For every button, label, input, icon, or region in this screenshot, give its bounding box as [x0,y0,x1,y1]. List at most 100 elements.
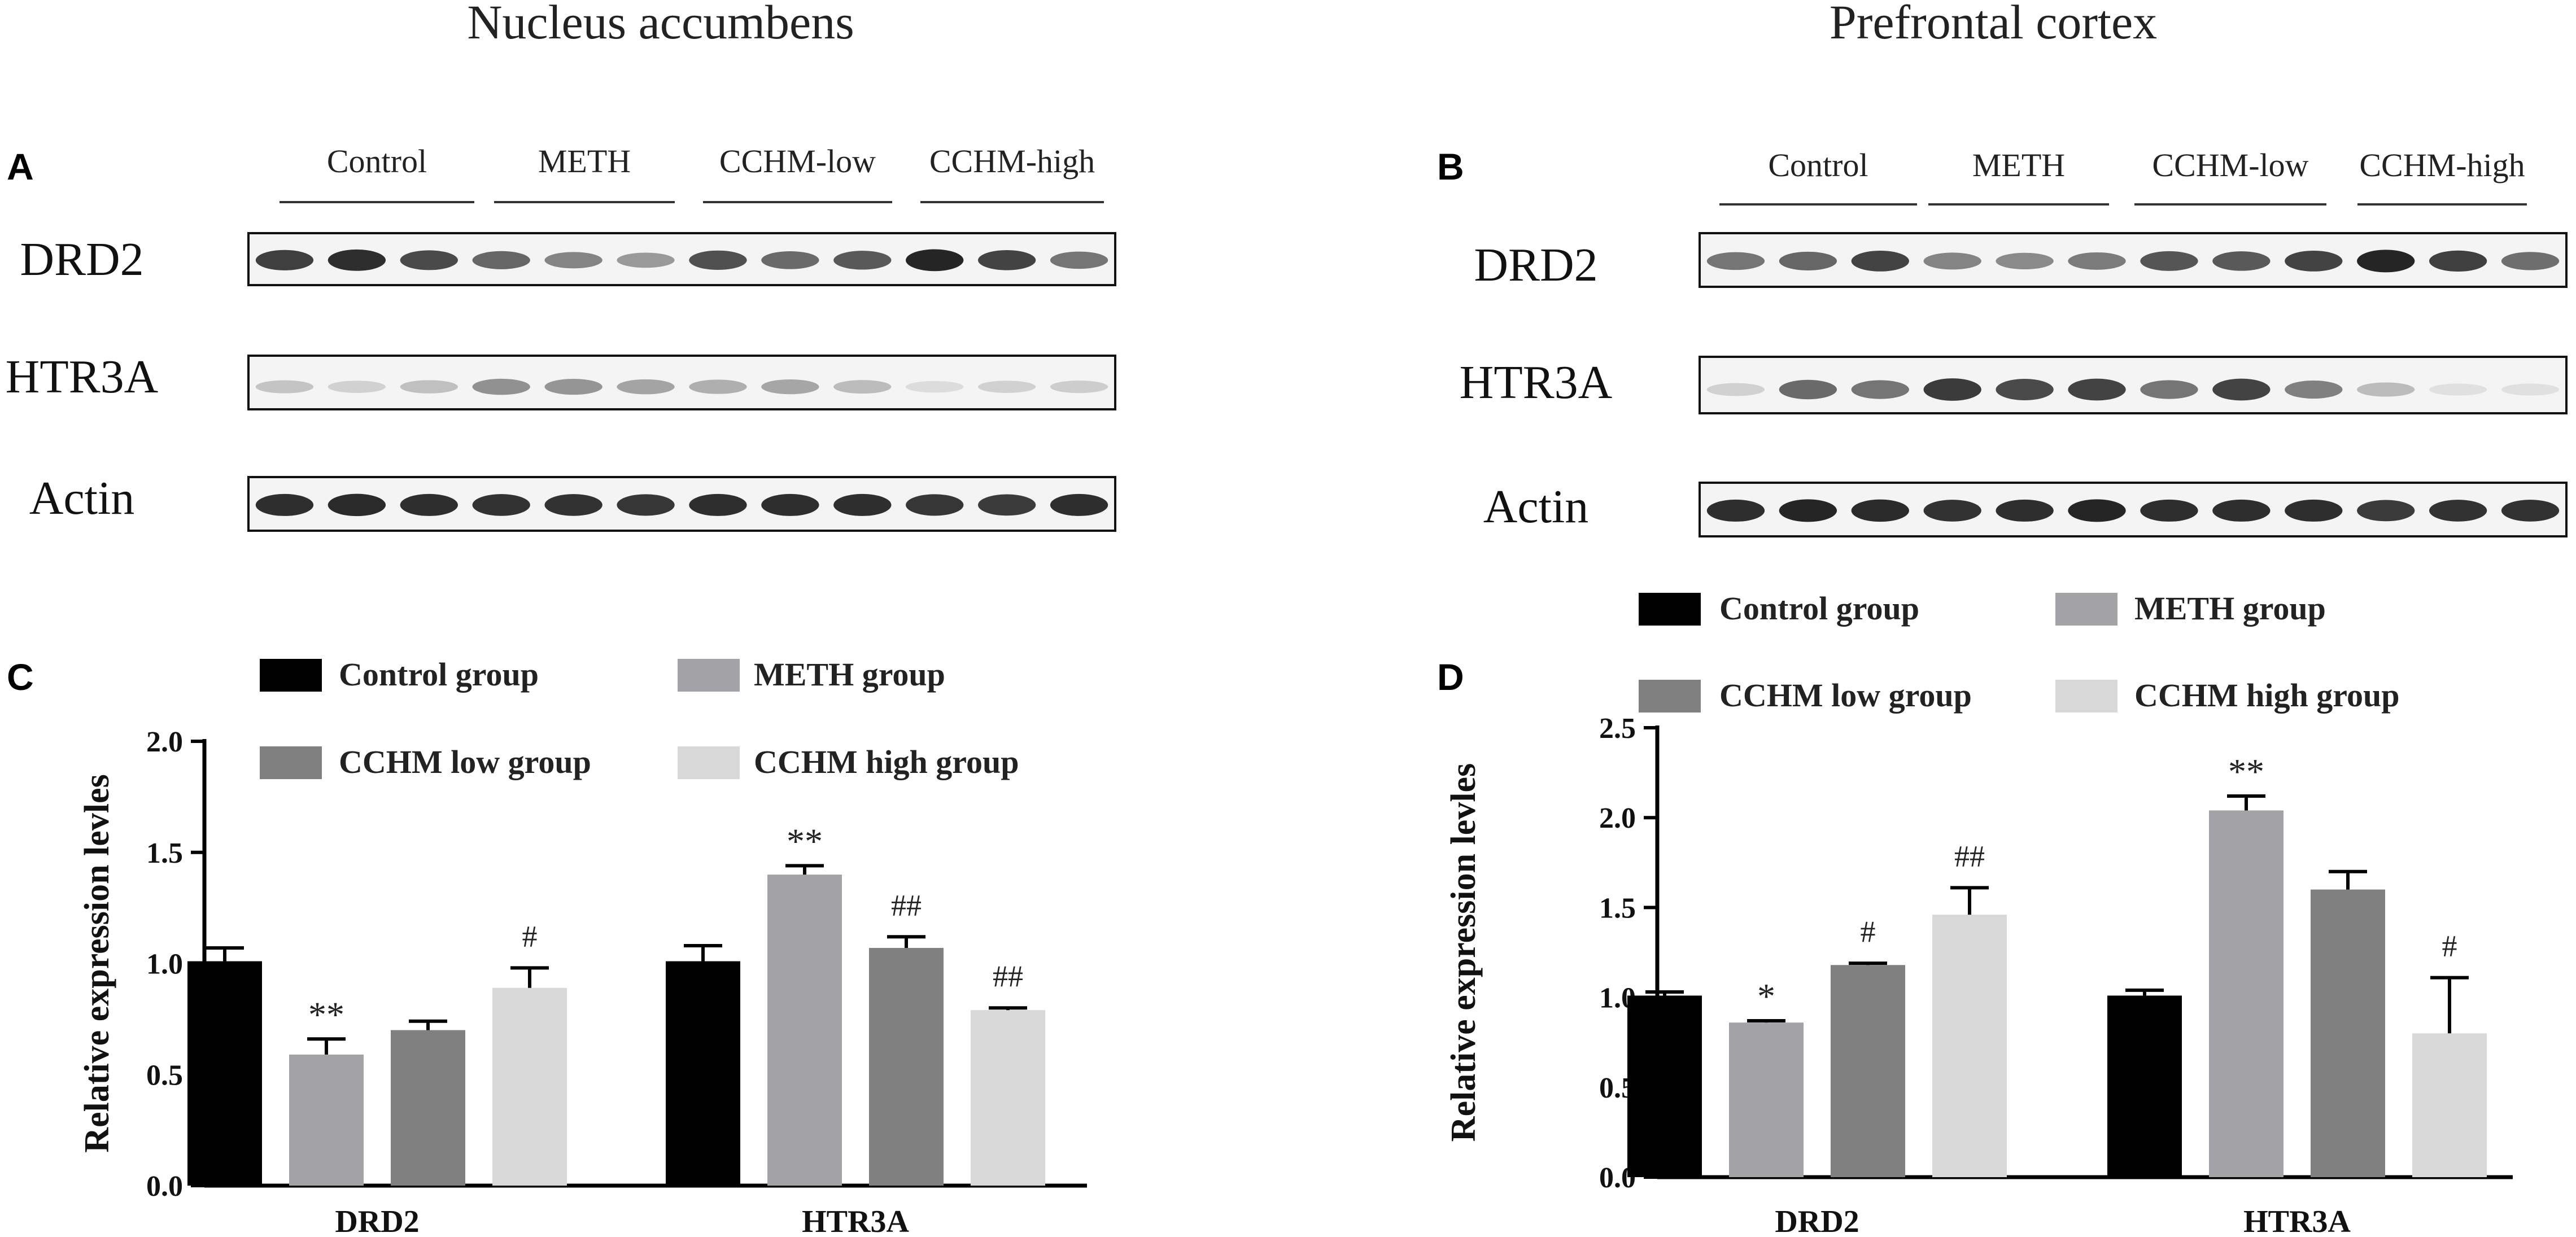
blot-band-a-actin-lane-1 [255,493,314,516]
legend-swatch-d-cchm-low-group [1639,680,1701,713]
panel-letter-a: A [7,146,34,187]
blot-band-a-drd2-lane-8 [761,251,819,269]
blot-band-b-htr3a-lane-2 [1779,379,1837,400]
blot-band-a-htr3a-lane-4 [472,378,530,395]
blot-band-a-drd2-lane-7 [689,250,747,270]
blot-band-b-drd2-lane-6 [2068,252,2126,270]
bar-d-drd2-cchm-low-group [1831,965,1905,1177]
blot-band-b-htr3a-lane-9 [2285,381,2343,399]
bar-d-htr3a-cchm-low-group [2311,889,2385,1177]
blot-band-a-htr3a-lane-2 [328,381,386,393]
blot-band-b-actin-lane-2 [1779,499,1837,522]
y-tick-label-d-1-5: 1.5 [1599,892,1636,924]
blot-frame-b-drd2 [1699,232,2568,288]
blot-band-a-drd2-lane-9 [833,251,892,270]
blot-band-b-actin-lane-5 [1996,499,2054,522]
blot-group-label-b-cchm-low: CCHM-low [2152,147,2308,183]
blot-band-b-actin-lane-9 [2285,499,2343,522]
blot-band-a-drd2-lane-5 [544,252,602,269]
bar-c-drd2-cchm-high-group [492,987,567,1186]
bar-chart-panel-c: Control group METH group CCHM low group CCH… [78,656,1087,1237]
significance-mark-d-htr3a-cchm-high-group: # [2442,929,2457,963]
blot-band-a-actin-lane-4 [472,494,530,516]
bar-d-htr3a-meth-group [2209,810,2284,1177]
legend-swatch-d-control-group [1639,593,1701,626]
blot-band-b-actin-lane-8 [2212,499,2271,522]
blot-band-a-htr3a-lane-6 [617,379,675,395]
legend-label-d-control-group: Control group [1719,590,1919,627]
y-axis-label-c: Relative expression levles [78,774,116,1152]
blot-group-label-a-meth: METH [538,143,631,180]
blot-band-b-actin-lane-6 [2068,499,2126,522]
blot-band-a-drd2-lane-10 [906,249,964,272]
blot-band-a-actin-lane-2 [328,493,386,517]
x-tick-label-d-drd2: DRD2 [1775,1204,1859,1237]
y-tick-label-c-0-0: 0.0 [146,1170,183,1203]
blot-band-a-htr3a-lane-7 [689,379,747,394]
bar-c-drd2-cchm-low-group [391,1030,465,1186]
y-axis-label-d: Relative expression levles [1444,763,1483,1142]
bar-c-drd2-control-group [187,961,262,1186]
blot-frame-b-actin [1699,482,2568,537]
blot-band-b-actin-lane-11 [2429,500,2487,522]
significance-mark-d-htr3a-meth-group: ** [2228,751,2264,792]
blot-band-b-drd2-lane-11 [2429,250,2487,272]
y-tick-label-d-2-5: 2.5 [1599,713,1636,745]
blot-band-b-drd2-lane-7 [2140,251,2198,271]
blot-band-b-actin-lane-7 [2140,499,2198,522]
blot-band-a-htr3a-lane-9 [833,380,892,394]
significance-mark-c-htr3a-meth-group: ** [787,821,823,861]
blot-band-a-drd2-lane-1 [255,250,314,270]
blot-group-label-b-cchm-high: CCHM-high [2359,147,2525,183]
legend-label-c-cchm-low-group: CCHM low group [339,744,591,780]
bar-d-drd2-control-group [1627,995,1702,1177]
blot-band-b-htr3a-lane-7 [2140,380,2198,399]
blot-band-a-htr3a-lane-11 [977,381,1036,393]
blot-band-b-actin-lane-1 [1706,499,1765,522]
x-tick-label-c-drd2: DRD2 [335,1204,419,1237]
blot-row-label-a-actin: Actin [29,472,135,524]
blot-frame-b-htr3a [1699,356,2568,414]
panel-letter-d: D [1437,656,1464,698]
legend-swatch-c-cchm-high-group [678,746,740,779]
blot-band-a-htr3a-lane-8 [761,379,819,395]
blot-band-a-drd2-lane-6 [617,252,675,268]
legend-swatch-c-control-group [260,659,322,692]
blot-band-a-actin-lane-12 [1050,493,1108,516]
blot-band-a-drd2-lane-4 [472,251,530,269]
blot-band-a-actin-lane-9 [833,493,892,516]
y-tick-label-d-2-0: 2.0 [1599,802,1636,834]
blot-frame-a-drd2 [247,232,1116,286]
blot-band-b-drd2-lane-10 [2357,250,2415,273]
y-tick-label-c-1-5: 1.5 [146,837,183,869]
blot-band-b-htr3a-lane-12 [2501,383,2560,396]
blot-row-label-a-drd2: DRD2 [20,233,143,286]
bar-d-htr3a-control-group [2107,995,2182,1177]
blot-band-b-actin-lane-3 [1851,499,1909,522]
blot-band-a-actin-lane-8 [761,493,819,516]
y-tick-label-c-0-5: 0.5 [146,1059,183,1091]
significance-mark-c-htr3a-cchm-low-group: ## [891,888,922,922]
bar-d-htr3a-cchm-high-group [2412,1033,2487,1177]
bar-c-htr3a-meth-group [767,875,842,1186]
significance-mark-c-drd2-meth-group: ** [308,994,344,1034]
blot-band-b-drd2-lane-9 [2285,251,2343,272]
bar-c-htr3a-control-group [666,961,740,1186]
significance-mark-d-drd2-meth-group: * [1757,976,1775,1016]
blot-band-b-htr3a-lane-5 [1996,379,2054,400]
legend-label-d-cchm-high-group: CCHM high group [2134,677,2399,714]
blot-group-label-b-meth: METH [1972,147,2065,183]
blot-band-b-drd2-lane-12 [2501,252,2560,270]
title-right: Prefrontal cortex [1830,0,2157,49]
western-blot-panel-b: Control METH CCHM-low CCHM-high DRD2 HTR3A Act… [1460,147,2568,537]
blot-frame-a-actin [247,476,1116,532]
blot-band-b-htr3a-lane-4 [1923,378,1981,401]
blot-row-label-b-drd2: DRD2 [1474,239,1597,291]
legend-label-d-meth-group: METH group [2134,590,2326,627]
significance-mark-d-drd2-cchm-low-group: # [1861,915,1876,948]
blot-band-a-htr3a-lane-3 [400,380,458,394]
legend-swatch-c-cchm-low-group [260,746,322,779]
blot-band-b-actin-lane-4 [1923,500,1981,522]
bar-d-drd2-meth-group [1729,1022,1804,1177]
